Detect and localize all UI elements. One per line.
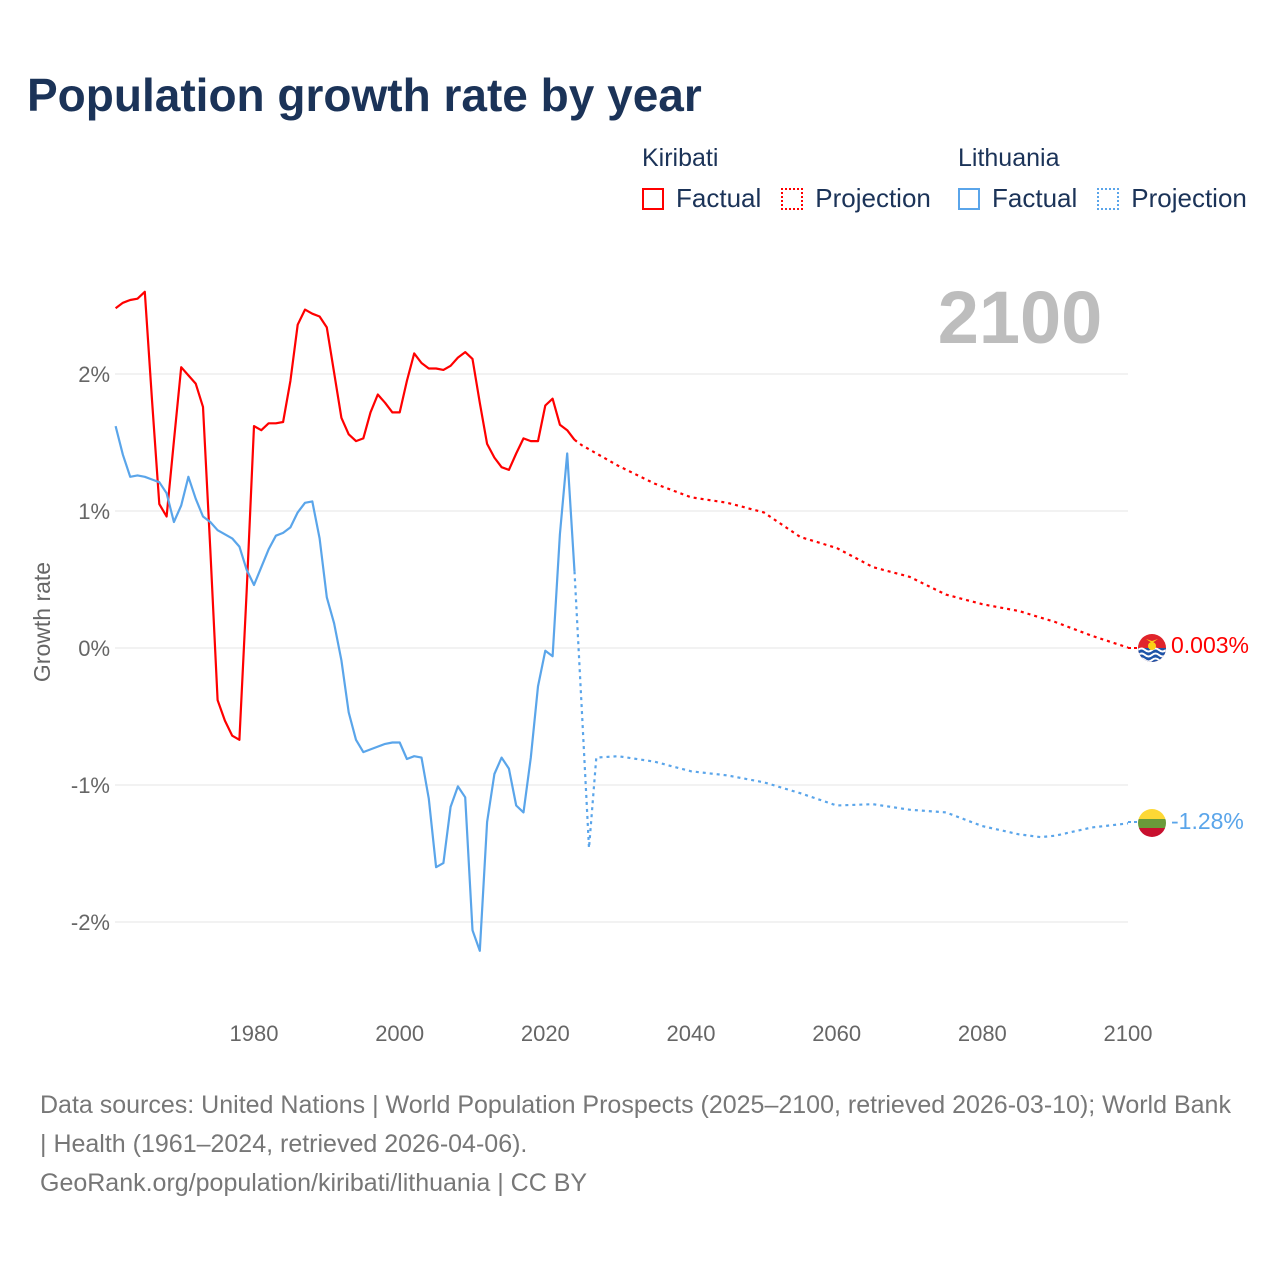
x-tick-label: 2020 <box>521 1021 570 1046</box>
credit-link[interactable]: GeoRank.org/population/kiribati/lithuani… <box>40 1169 588 1197</box>
y-tick-label: -1% <box>71 773 110 798</box>
kiribati-factual-line <box>114 290 576 741</box>
gridlines <box>115 373 1128 923</box>
legend-title-lithuania: Lithuania <box>958 144 1060 172</box>
page-title: Population growth rate by year <box>27 69 702 121</box>
legend-swatch-lithuania-factual[interactable] <box>958 187 980 210</box>
kiribati-flag-icon <box>1138 634 1166 662</box>
x-tick-label: 2040 <box>667 1021 716 1046</box>
legend-title-kiribati: Kiribati <box>642 144 719 172</box>
x-tick-label: 2000 <box>375 1021 424 1046</box>
y-tick-label: -2% <box>71 910 110 935</box>
lithuania-flag-icon <box>1138 809 1166 837</box>
data-sources-text: Data sources: United Nations | World Pop… <box>40 1091 1231 1158</box>
series-lines <box>114 290 1129 952</box>
year-watermark: 2100 <box>938 276 1103 359</box>
x-axis-ticks: 1980 2000 2020 2040 2060 2080 2100 <box>230 1021 1153 1046</box>
x-tick-label: 1980 <box>230 1021 279 1046</box>
lithuania-end-label: -1.28% <box>1171 808 1244 834</box>
y-axis-ticks: 2% 1% 0% -1% -2% <box>71 362 110 935</box>
legend-label-kiribati-factual[interactable]: Factual <box>676 183 762 213</box>
y-tick-label: 1% <box>78 499 110 524</box>
footer: Data sources: United Nations | World Pop… <box>40 1086 1240 1203</box>
legend-swatch-lithuania-projection[interactable] <box>1097 187 1120 210</box>
legend-label-lithuania-factual[interactable]: Factual <box>992 183 1078 213</box>
y-tick-label: 2% <box>78 362 110 387</box>
legend-label-lithuania-projection[interactable]: Projection <box>1131 183 1247 213</box>
kiribati-projection-line <box>573 438 1129 649</box>
kiribati-end-label: 0.003% <box>1171 632 1249 658</box>
lithuania-projection-line <box>573 571 1129 849</box>
legend-label-kiribati-projection[interactable]: Projection <box>815 183 931 213</box>
y-tick-label: 0% <box>78 636 110 661</box>
x-tick-label: 2060 <box>812 1021 861 1046</box>
legend-swatch-kiribati-factual[interactable] <box>642 187 664 210</box>
legend-swatch-kiribati-projection[interactable] <box>781 187 804 210</box>
lithuania-factual-line <box>114 425 576 952</box>
x-tick-label: 2080 <box>958 1021 1007 1046</box>
x-tick-label: 2100 <box>1104 1021 1153 1046</box>
y-axis-label: Growth rate <box>29 562 55 682</box>
legend-lithuania: Lithuania Factual Projection <box>958 144 1261 214</box>
legend-kiribati: Kiribati Factual Projection <box>642 144 945 214</box>
